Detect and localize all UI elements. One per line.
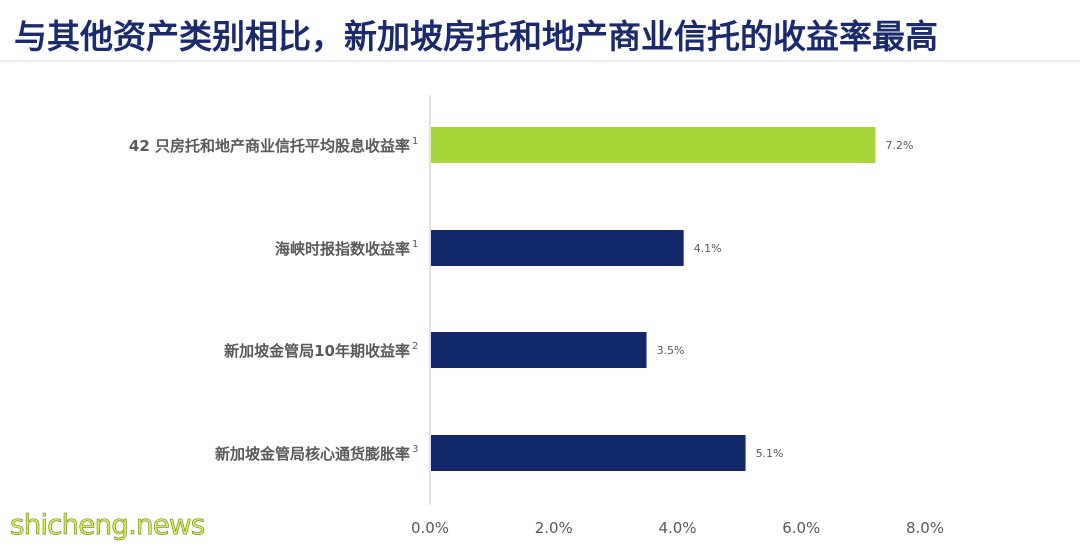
footnote-marker-1: 1	[412, 136, 418, 147]
footnote-marker-4: 3	[412, 444, 418, 455]
watermark: shicheng.news	[10, 508, 206, 542]
category-label-1: 42 只房托和地产商业信托平均股息收益率	[129, 137, 410, 155]
bar-1	[431, 127, 876, 163]
footnote-marker-2: 1	[412, 239, 418, 250]
category-label-3: 新加坡金管局10年期收益率	[224, 342, 410, 360]
value-label-3: 3.5%	[657, 344, 685, 357]
x-tick-label-3: 4.0%	[658, 519, 696, 537]
title-divider	[0, 60, 1080, 62]
value-label-4: 5.1%	[756, 447, 784, 460]
category-label-4: 新加坡金管局核心通货膨胀率	[215, 445, 410, 463]
category-label-2: 海峡时报指数收益率	[275, 240, 410, 258]
x-tick-label-2: 2.0%	[535, 519, 573, 537]
bar-4	[431, 435, 746, 471]
x-tick-label-4: 6.0%	[782, 519, 820, 537]
bar-3	[431, 332, 647, 368]
chart-title: 与其他资产类别相比，新加坡房托和地产商业信托的收益率最高	[14, 17, 938, 56]
value-label-1: 7.2%	[886, 139, 914, 152]
value-label-2: 4.1%	[694, 242, 722, 255]
bar-2	[431, 230, 684, 266]
x-tick-label-5: 8.0%	[906, 519, 944, 537]
footnote-marker-3: 2	[412, 341, 418, 352]
x-tick-label-1: 0.0%	[411, 519, 449, 537]
